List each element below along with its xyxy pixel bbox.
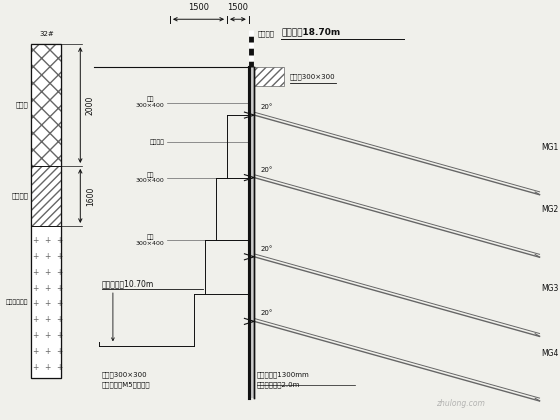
Text: 素填一: 素填一 [16,102,29,108]
Text: +: + [32,299,39,308]
Text: +: + [57,331,63,340]
Text: +: + [44,363,51,372]
Text: +: + [44,315,51,324]
Text: 腰梁
300×400: 腰梁 300×400 [136,234,165,246]
Text: +: + [32,284,39,293]
Text: +: + [32,268,39,277]
Text: +: + [44,331,51,340]
Text: +: + [57,315,63,324]
Text: 20°: 20° [261,310,273,316]
Text: 1500: 1500 [227,3,249,12]
Text: +: + [32,363,39,372]
Text: 基坑底标高10.70m: 基坑底标高10.70m [102,279,155,288]
Text: 平均标高18.70m: 平均标高18.70m [281,27,340,36]
Text: 1600: 1600 [86,186,95,206]
Text: +: + [44,252,51,261]
Text: 强风化花岗岩: 强风化花岗岩 [6,299,29,304]
Text: +: + [32,236,39,245]
Bar [31,44,61,166]
Text: 机械开挖，M5砂浆抹面: 机械开挖，M5砂浆抹面 [102,382,151,389]
Text: +: + [32,252,39,261]
Text: +: + [32,315,39,324]
Text: +: + [44,268,51,277]
Text: zhulong.com: zhulong.com [436,399,485,408]
Bar [31,166,61,226]
Bar [31,226,61,378]
Text: +: + [57,299,63,308]
Bar [31,44,61,378]
Text: +: + [57,268,63,277]
Text: MG4: MG4 [541,349,558,358]
Bar [31,44,61,378]
Text: +: + [44,299,51,308]
Text: +: + [57,284,63,293]
Text: 钢管桩间距1300mm: 钢管桩间距1300mm [257,371,310,378]
Text: 排水沟300×300: 排水沟300×300 [102,371,148,378]
Text: +: + [44,236,51,245]
Text: +: + [32,347,39,356]
Text: +: + [44,347,51,356]
Text: MG3: MG3 [541,284,558,294]
Text: 坡顶护栏: 坡顶护栏 [258,31,275,37]
Text: 1500: 1500 [188,3,209,12]
Text: 截水沟300×300: 截水沟300×300 [290,73,335,80]
Text: MG2: MG2 [541,205,558,214]
Text: 32#: 32# [39,31,54,37]
Text: 入基底不小于2.0m: 入基底不小于2.0m [257,382,300,389]
Bar [254,67,284,86]
Bar [249,67,254,399]
Text: +: + [44,284,51,293]
Text: 排间面层: 排间面层 [150,139,165,144]
Text: 拓展粘土: 拓展粘土 [12,193,29,199]
Text: +: + [57,252,63,261]
Text: 20°: 20° [261,167,273,173]
Text: 20°: 20° [261,246,273,252]
Text: +: + [57,236,63,245]
Text: MG1: MG1 [541,143,558,152]
Text: 2000: 2000 [86,95,95,115]
Text: +: + [57,347,63,356]
Text: +: + [57,363,63,372]
Text: +: + [32,331,39,340]
Text: 20°: 20° [261,104,273,110]
Text: 冠梁
300×400: 冠梁 300×400 [136,97,165,108]
Text: 腰梁
300×400: 腰梁 300×400 [136,172,165,183]
